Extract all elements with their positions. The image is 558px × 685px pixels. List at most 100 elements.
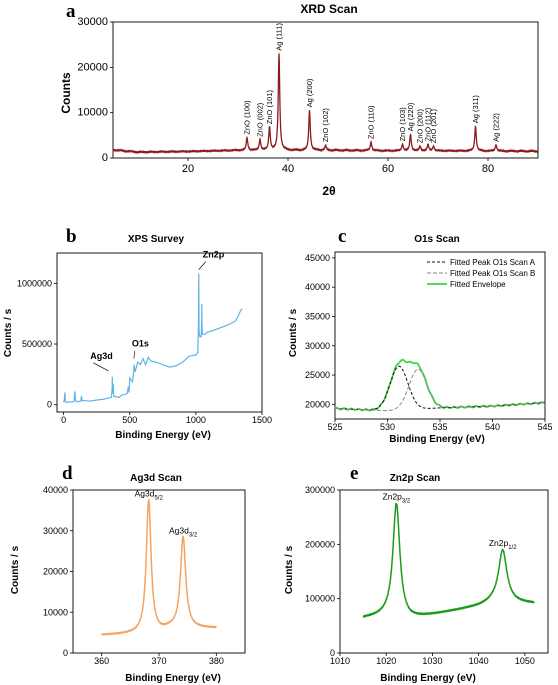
xrd-series-line (112, 53, 539, 155)
ag3d-ytick-label: 20000 (43, 567, 68, 577)
xps-annotation-leader (133, 350, 136, 359)
xps-ytick-label: 500000 (22, 339, 52, 349)
o1s-y-label: Counts / s (288, 308, 299, 357)
o1s-ytick-label: 20000 (305, 399, 330, 409)
xrd-x-label: 2θ (322, 184, 335, 198)
xps-title: XPS Survey (128, 234, 185, 245)
xrd-xtick-label: 80 (482, 163, 494, 175)
zn2p-xtick-label: 1040 (469, 656, 489, 666)
xrd-ytick-label: 0 (102, 152, 108, 164)
xrd-peak-label: Ag (311) (471, 95, 480, 124)
zn2p-xtick-label: 1020 (376, 656, 396, 666)
ag3d-peak-label-subscript: 3/2 (189, 532, 198, 538)
o1s-peak-b-line (334, 368, 546, 412)
xrd-ytick-label: 20000 (77, 61, 108, 73)
ag3d-axes-frame (72, 489, 246, 654)
xrd-peak-label: ZnO (200) (416, 109, 425, 144)
zn2p-ytick-label: 100000 (305, 594, 335, 604)
o1s-xtick-label: 525 (327, 422, 342, 432)
xps-ytick-label: 1000000 (17, 278, 52, 288)
zn2p-series-line (362, 502, 535, 618)
ag3d-ytick-label: 40000 (43, 485, 68, 495)
ag3d-xtick-label: 380 (209, 656, 224, 666)
o1s-xtick-label: 545 (537, 422, 552, 432)
panel-letter-e: e (350, 463, 358, 484)
o1s-xtick-label: 535 (432, 422, 447, 432)
zn2p-peak-label-subscript: 3/2 (402, 498, 411, 504)
panel-xrd: a XRD Scan 20 40 60 80 0 10000 20000 30000 ZnO (… (59, 1, 539, 198)
xps-y-label: Counts / s (3, 308, 14, 357)
panel-letter-b: b (66, 226, 77, 247)
xrd-ytick-label: 30000 (77, 16, 108, 28)
xrd-title: XRD Scan (300, 2, 357, 16)
xrd-peak-label: Ag (222) (492, 113, 501, 142)
o1s-plot-area: 525 530 535 540 545 20000 25000 30000 35000 40000… (305, 251, 553, 432)
xrd-ytick-label: 10000 (77, 107, 108, 119)
o1s-ytick-label: 25000 (305, 370, 330, 380)
xps-annotation-zn2p: Zn2p (203, 250, 225, 260)
zn2p-plot-area: 1010 1020 1030 1040 1050 0 100000 200000 300000 Z… (305, 485, 549, 666)
xps-xtick-label: 1500 (252, 415, 272, 425)
o1s-xtick-label: 530 (380, 422, 395, 432)
xrd-peak-label: ZnO (100) (243, 100, 252, 135)
ag3d-title: Ag3d Scan (130, 473, 182, 484)
o1s-peak-a-line (334, 365, 546, 411)
o1s-xtick-label: 540 (485, 422, 500, 432)
zn2p-title: Zn2p Scan (390, 473, 441, 484)
ag3d-xtick-label: 360 (94, 656, 109, 666)
ag3d-y-label: Counts / s (10, 545, 21, 594)
zn2p-xtick-label: 1050 (515, 656, 535, 666)
o1s-envelope-line (334, 358, 546, 412)
xrd-xtick-label: 20 (182, 163, 194, 175)
xrd-peak-label: ZnO (103) (398, 107, 407, 142)
xps-xtick-label: 1000 (186, 415, 206, 425)
xrd-peak-label: ZnO (102) (321, 108, 330, 143)
xps-annotation-leader (198, 261, 207, 270)
xrd-peak-label: ZnO (201) (429, 109, 438, 144)
o1s-ytick-label: 35000 (305, 311, 330, 321)
ag3d-ytick-label: 30000 (43, 526, 68, 536)
ag3d-series-line (100, 498, 217, 636)
ag3d-ytick-label: 0 (63, 648, 68, 658)
ag3d-ytick-label: 10000 (43, 607, 68, 617)
panel-letter-d: d (62, 463, 73, 484)
o1s-ytick-label: 45000 (305, 253, 330, 263)
o1s-legend-label: Fitted Peak O1s Scan B (450, 269, 535, 278)
o1s-x-label: Binding Energy (eV) (389, 434, 485, 445)
ag3d-x-label: Binding Energy (eV) (125, 673, 221, 684)
zn2p-peak-label: Zn2p3/2 (383, 491, 411, 504)
xrd-peak-label: Ag (111) (275, 23, 284, 51)
xrd-xtick-label: 40 (282, 163, 294, 175)
panel-letter-a: a (66, 1, 76, 22)
zn2p-ytick-label: 200000 (305, 539, 335, 549)
xrd-y-label: Counts (59, 72, 73, 114)
xrd-peak-label: Ag (220) (406, 102, 415, 131)
panel-o1s: c O1s Scan 525 530 535 540 545 20000 25000 3000… (288, 226, 553, 445)
zn2p-x-label: Binding Energy (eV) (380, 673, 476, 684)
xps-ytick-label: 0 (47, 400, 52, 410)
zn2p-peak-label-subscript: 1/2 (508, 545, 517, 551)
zn2p-axes-frame (339, 489, 549, 654)
xps-x-label: Binding Energy (eV) (115, 430, 211, 441)
xps-xtick-label: 0 (61, 415, 66, 425)
panel-ag3d: d Ag3d Scan 360 370 380 0 10000 20000 30000 400… (10, 463, 246, 684)
xrd-xtick-label: 60 (382, 163, 394, 175)
xps-annotation-leader (93, 362, 109, 372)
zn2p-ytick-label: 300000 (305, 485, 335, 495)
panel-xps: b XPS Survey 0 500 1000 1500 0 500000 1000000 Z… (3, 226, 272, 441)
xrd-plot-area: 20 40 60 80 0 10000 20000 30000 ZnO (100) ZnO (00… (77, 16, 539, 175)
zn2p-xtick-label: 1030 (422, 656, 442, 666)
xrd-peak-label: ZnO (112) (424, 107, 433, 141)
o1s-legend-label: Fitted Peak O1s Scan A (450, 258, 536, 267)
xps-series-line (63, 273, 243, 403)
panel-zn2p: e Zn2p Scan 1010 1020 1030 1040 1050 0 100000 2… (284, 463, 549, 684)
ag3d-xtick-label: 370 (151, 656, 166, 666)
xrd-axes-frame (112, 21, 539, 159)
xps-annotation-o1s: O1s (132, 339, 149, 349)
zn2p-ytick-label: 0 (330, 648, 335, 658)
o1s-legend-label: Fitted Envelope (450, 280, 506, 289)
xrd-peak-label: Ag (200) (305, 78, 314, 107)
xrd-peak-label: ZnO (002) (256, 102, 265, 137)
ag3d-peak-label-subscript: 5/2 (154, 495, 163, 501)
